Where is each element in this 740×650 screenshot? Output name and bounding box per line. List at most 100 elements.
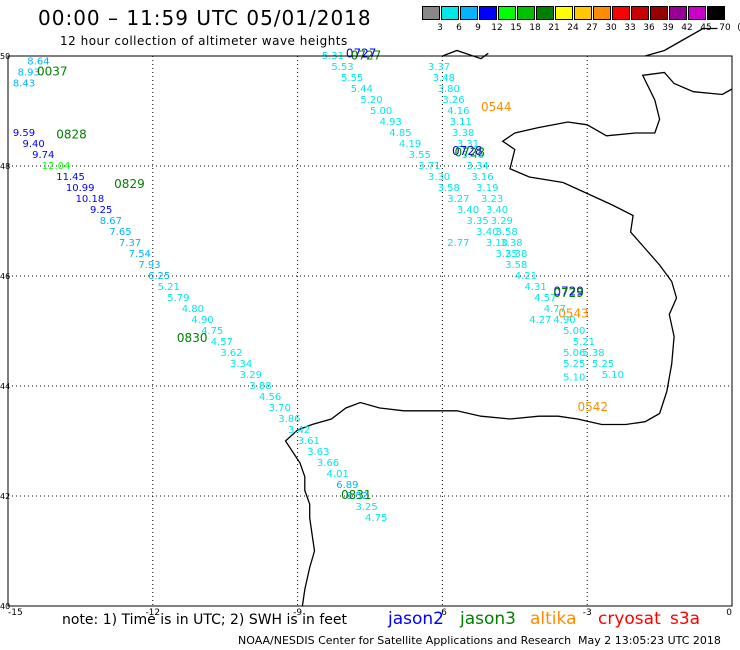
coast-line <box>644 27 718 57</box>
wave-height-value: 3.37 <box>428 62 450 73</box>
wave-height-value: 3.19 <box>476 183 498 194</box>
pass-time-labels: 0037082808290830083107270727072807280729… <box>37 47 608 502</box>
wave-height-value: 4.19 <box>399 139 421 150</box>
wave-height-value: 9.74 <box>32 150 54 161</box>
wave-height-value: 7.54 <box>129 249 151 260</box>
legend-swatch <box>479 6 497 20</box>
wave-height-value: 4.80 <box>182 304 204 315</box>
wave-height-value: 3.35 <box>467 216 489 227</box>
page-title: 00:00 – 11:59 UTC 05/01/2018 <box>38 6 372 30</box>
wave-height-value: 3.71 <box>418 161 440 172</box>
wave-height-value: 3.10 <box>486 238 508 249</box>
credit-text: NOAA/NESDIS Center for Satellite Applica… <box>238 634 572 647</box>
wave-height-value: 6.25 <box>148 271 170 282</box>
wave-height-value: 9.59 <box>13 128 35 139</box>
wave-height-value: 3.40 <box>476 227 498 238</box>
legend-swatch <box>574 6 592 20</box>
wave-height-value: 3.25 <box>495 249 517 260</box>
wave-height-value: 3.34 <box>467 161 489 172</box>
pass-time-label: 0829 <box>114 177 145 191</box>
wave-height-value: 3.70 <box>269 403 291 414</box>
legend-label: (ft) <box>735 23 740 33</box>
altimeter-tracks: 8.648.938.43 9.599.409.7412.0411.4510.991… <box>13 51 624 524</box>
coastline <box>284 27 733 607</box>
legend-swatch <box>441 6 459 20</box>
legend-label: 15 <box>510 23 522 33</box>
wave-height-value: 5.21 <box>158 282 180 293</box>
legend-label: 27 <box>586 23 598 33</box>
pass-time-label: 0831 <box>341 488 372 502</box>
wave-height-value: 7.65 <box>109 227 131 238</box>
wave-height-value: 3.30 <box>428 172 450 183</box>
wave-height-value: 10.18 <box>76 194 105 205</box>
wave-height-value: 12.04 <box>42 161 71 172</box>
legend-label: 24 <box>567 23 579 33</box>
wave-height-value: 5.00 <box>563 326 585 337</box>
lon-tick-label: -9 <box>293 608 302 618</box>
wave-height-value: 5.25 <box>592 359 614 370</box>
pass-time-label: 0037 <box>37 64 68 78</box>
wave-height-value: 3.86 <box>278 414 300 425</box>
legend-swatch <box>555 6 573 20</box>
legend-swatch <box>536 6 554 20</box>
pass-time-label: 0729 <box>553 284 584 298</box>
wave-height-value: 3.62 <box>220 348 242 359</box>
wave-height-value: 3.42 <box>288 425 310 436</box>
wave-height-value: 6.89 <box>336 480 358 491</box>
map-grid <box>8 56 732 606</box>
pass-time-label: 0544 <box>481 100 512 114</box>
legend-swatch <box>612 6 630 20</box>
lat-tick-label: 46 <box>0 272 10 281</box>
wave-height-value: 4.57 <box>211 337 233 348</box>
legend-label: 42 <box>681 23 693 33</box>
wave-height-value: 5.44 <box>351 84 373 95</box>
legend-label: 18 <box>529 23 541 33</box>
legend-label: 39 <box>662 23 674 33</box>
satellite-label-jason3: jason3 <box>460 609 516 629</box>
lat-tick-label: 40 <box>0 602 10 611</box>
wave-height-value: 4.93 <box>380 117 402 128</box>
wave-height-value: 3.27 <box>447 194 469 205</box>
lat-tick-label: 48 <box>0 162 10 171</box>
pass-time-label: 0542 <box>578 400 609 414</box>
axis-labels: -15 -12 -9 -6 -3 0 50 48 46 44 42 40 <box>0 52 732 618</box>
wave-height-value: 6.52 <box>346 491 368 502</box>
legend-swatch <box>460 6 478 20</box>
wave-height-value: 7.37 <box>119 238 141 249</box>
wave-height-value: 4.27 <box>529 315 551 326</box>
pass-time-label: 0728 <box>452 144 483 158</box>
lon-tick-label: -12 <box>145 608 160 618</box>
map-frame <box>7 55 733 607</box>
wave-height-value: 5.20 <box>360 95 382 106</box>
legend-swatch <box>593 6 611 20</box>
wave-height-value: 3.61 <box>298 436 320 447</box>
wave-height-value: 9.25 <box>90 205 112 216</box>
wave-height-value: 4.90 <box>191 315 213 326</box>
wave-height-value: 5.21 <box>573 337 595 348</box>
wave-height-value: 3.40 <box>486 205 508 216</box>
wave-height-value: 3.63 <box>307 447 329 458</box>
wave-height-value: 3.40 <box>457 205 479 216</box>
footer-note: note: 1) Time is in UTC; 2) SWH is in fe… <box>62 612 348 628</box>
wave-height-value: 5.06 <box>563 348 585 359</box>
legend-label: 6 <box>456 23 462 33</box>
legend-swatch <box>517 6 535 20</box>
wave-height-value: 5.25 <box>563 359 585 370</box>
pass-time-label: 0727 <box>351 48 382 62</box>
wave-height-value: 5.00 <box>370 106 392 117</box>
satellite-label-altika: altika <box>530 609 577 629</box>
legend-label: 9 <box>475 23 481 33</box>
wave-height-value: 3.58 <box>438 183 460 194</box>
legend-swatch <box>688 6 706 20</box>
wave-height-value: 8.93 <box>18 67 40 78</box>
wave-height-value: 5.79 <box>167 293 189 304</box>
lat-tick-label: 44 <box>0 382 10 391</box>
satellite-label-cryosat: cryosat <box>598 609 661 629</box>
wave-height-value: 4.90 <box>553 315 575 326</box>
wave-height-value: 8.64 <box>27 56 49 67</box>
wave-height-value: 5.38 <box>582 348 604 359</box>
legend-label: 33 <box>624 23 636 33</box>
wave-height-value: 3.38 <box>452 128 474 139</box>
legend-swatch <box>498 6 516 20</box>
lon-tick-label: -15 <box>8 608 23 618</box>
